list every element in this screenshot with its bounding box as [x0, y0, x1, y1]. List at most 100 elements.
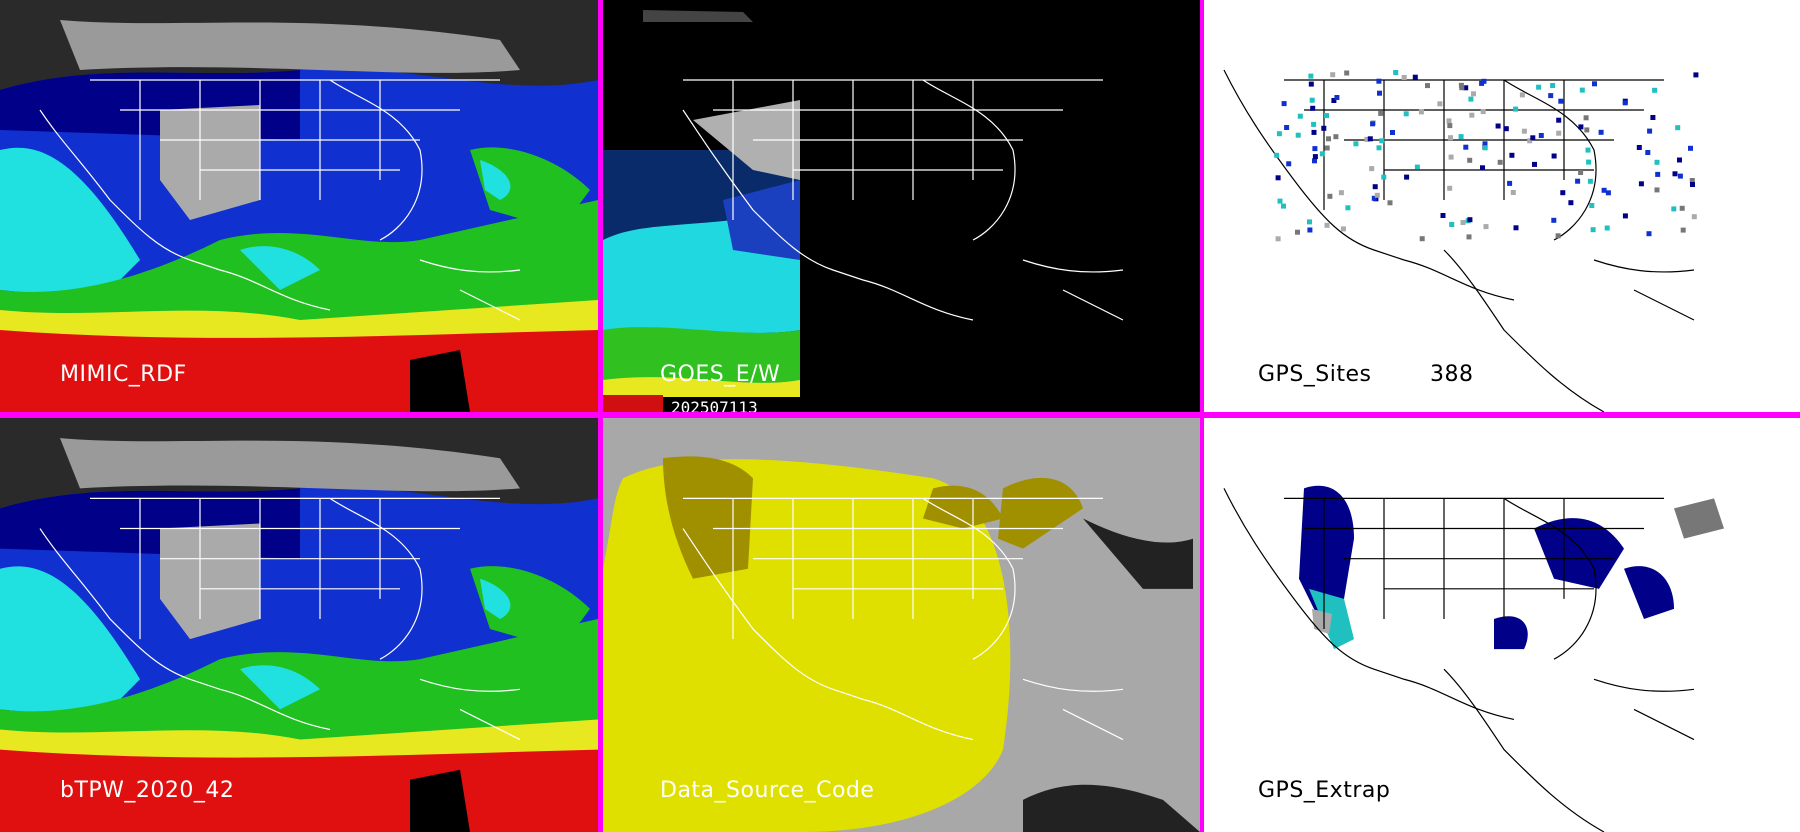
gps-site-marker	[1440, 213, 1446, 218]
gps-site-marker	[1647, 128, 1653, 134]
gps-site-marker	[1550, 83, 1556, 88]
gps-site-marker	[1497, 159, 1503, 165]
gps-site-marker	[1312, 146, 1318, 152]
gps-site-marker	[1590, 227, 1596, 233]
tpw-map-btpw	[0, 418, 598, 832]
gps-site-marker	[1691, 214, 1697, 220]
gps-site-marker	[1449, 222, 1455, 227]
gps-site-marker	[1680, 227, 1686, 233]
gps-site-marker	[1675, 125, 1681, 131]
gps-site-marker	[1638, 181, 1644, 187]
gps-site-marker	[1507, 180, 1513, 186]
panel-label-gps-extrap: GPS_Extrap	[1258, 778, 1391, 803]
gps-site-marker	[1558, 98, 1564, 104]
gps-site-marker	[1447, 185, 1453, 191]
data-source-map	[603, 418, 1200, 832]
gps-site-marker	[1333, 134, 1339, 140]
gps-site-marker	[1344, 70, 1350, 76]
gps-site-marker	[1275, 236, 1281, 242]
gps-site-marker	[1622, 100, 1628, 106]
gps-site-marker	[1311, 121, 1317, 127]
gps-site-marker	[1379, 138, 1385, 144]
gps-site-marker	[1275, 175, 1281, 181]
gps-site-marker	[1467, 157, 1473, 163]
gps-site-marker	[1538, 133, 1544, 138]
gps-site-marker	[1513, 106, 1519, 112]
gps-site-marker	[1471, 91, 1476, 97]
gps-site-marker	[1693, 72, 1699, 78]
gps-site-marker	[1338, 190, 1344, 196]
goes-map	[603, 0, 1200, 412]
panel-goes: GOES_E/W 202507113	[603, 0, 1200, 412]
gps-site-marker	[1390, 130, 1395, 135]
gps-site-marker	[1376, 78, 1382, 84]
gps-site-marker	[1536, 84, 1542, 90]
gps-site-marker	[1584, 127, 1590, 133]
gps-site-marker	[1527, 138, 1533, 144]
goes-data-region	[603, 10, 800, 412]
gps-site-marker	[1418, 109, 1424, 115]
gps-site-marker	[1312, 154, 1318, 160]
gps-site-marker	[1387, 200, 1393, 206]
gps-site-marker	[1645, 150, 1651, 155]
gps-site-marker	[1578, 170, 1584, 175]
gps-site-marker	[1286, 161, 1292, 167]
gps-site-marker	[1401, 75, 1407, 80]
gps-sites-map	[1204, 0, 1800, 412]
gps-site-marker	[1448, 135, 1453, 141]
gps-site-marker	[1482, 141, 1488, 147]
gps-site-marker	[1370, 121, 1376, 127]
gps-site-marker	[1583, 115, 1589, 121]
gps-site-marker	[1458, 134, 1464, 140]
gps-site-marker	[1367, 136, 1373, 142]
gps-site-marker	[1601, 187, 1607, 193]
gps-site-marker	[1551, 217, 1557, 223]
gps-site-marker	[1340, 226, 1346, 232]
gps-site-marker	[1469, 112, 1475, 118]
gps-site-marker	[1446, 118, 1452, 124]
gps-site-marker	[1378, 110, 1384, 116]
gps-site-marker	[1650, 115, 1656, 120]
gps-site-marker	[1374, 192, 1380, 198]
panel-data-source: Data_Source_Code	[603, 418, 1200, 832]
gps-site-marker	[1412, 74, 1418, 80]
gps-site-marker	[1324, 222, 1330, 228]
gps-site-marker	[1482, 145, 1488, 151]
gps-site-marker	[1480, 165, 1485, 171]
panel-btpw: bTPW_2020_42	[0, 418, 598, 832]
gps-site-marker	[1460, 220, 1466, 225]
gps-site-marker	[1404, 174, 1410, 180]
gps-site-marker	[1579, 87, 1585, 93]
gps-site-marker	[1324, 113, 1329, 119]
gps-site-marker	[1326, 136, 1331, 142]
gps-site-marker	[1353, 141, 1359, 147]
gps-site-marker	[1654, 187, 1660, 193]
panel-gps-sites: GPS_Sites 388	[1204, 0, 1800, 412]
gps-site-marker	[1324, 145, 1330, 151]
gps-site-markers	[1274, 70, 1699, 242]
gps-extrap-map	[1204, 418, 1800, 832]
gps-site-marker	[1309, 97, 1315, 103]
goes-date-stamp: 202507113	[663, 397, 1200, 412]
gps-site-marker	[1419, 236, 1425, 242]
gps-site-marker	[1295, 132, 1301, 138]
gps-site-marker	[1372, 184, 1378, 190]
gps-site-marker	[1556, 130, 1562, 136]
gps-site-marker	[1381, 174, 1387, 180]
panel-label-data-source: Data_Source_Code	[660, 778, 875, 803]
gps-site-marker	[1364, 136, 1370, 142]
gps-site-marker	[1274, 152, 1280, 158]
gps-site-marker	[1589, 203, 1595, 208]
gps-site-marker	[1555, 233, 1561, 239]
gps-site-marker	[1321, 125, 1327, 131]
gps-site-marker	[1466, 234, 1472, 240]
panel-label-btpw: bTPW_2020_42	[60, 778, 235, 803]
gps-site-marker	[1677, 173, 1683, 179]
gps-site-marker	[1655, 171, 1661, 177]
gps-site-marker	[1556, 117, 1562, 123]
gps-site-marker	[1463, 144, 1469, 150]
gps-site-marker	[1307, 227, 1313, 233]
gps-site-marker	[1281, 203, 1286, 209]
gps-site-marker	[1308, 81, 1314, 87]
